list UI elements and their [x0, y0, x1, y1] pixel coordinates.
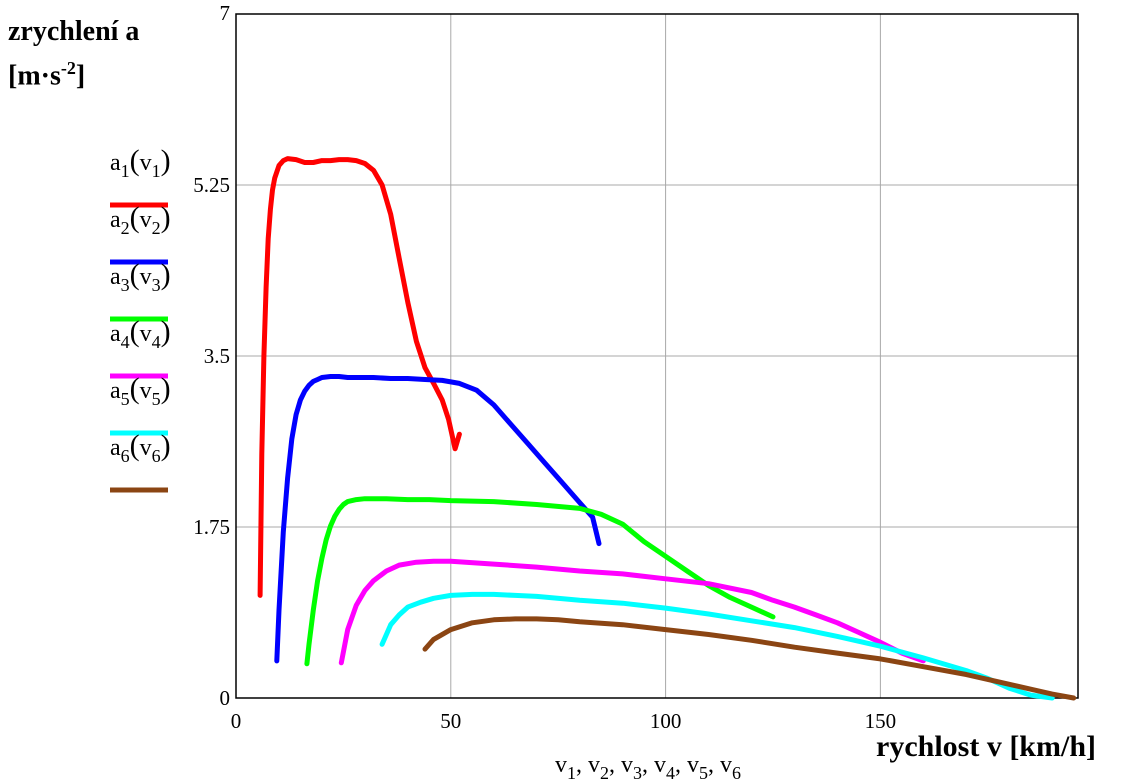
legend-label-4: a4(v4)	[110, 315, 171, 352]
x-tick-label-2: 100	[650, 709, 682, 733]
y-tick-label-3: 5.25	[193, 173, 230, 197]
legend-label-2: a2(v2)	[110, 201, 171, 238]
y-axis-title: zrychlení a [m·s-2]	[8, 14, 139, 94]
legend-label-6: a6(v6)	[110, 429, 171, 466]
series-line-6	[422, 616, 1077, 701]
y-tick-label-2: 3.5	[204, 344, 230, 368]
y-axis-title-line1: zrychlení a	[8, 16, 140, 47]
series-line-2	[274, 374, 602, 664]
legend-label-1: a1(v1)	[110, 144, 171, 181]
x-tick-label-1: 50	[440, 709, 461, 733]
y-axis-unit: [m·s	[8, 60, 61, 92]
x-axis-expression: v1, v2, v3, v4, v5, v6	[555, 752, 741, 783]
x-tick-label-3: 150	[865, 709, 897, 733]
series-line-1	[257, 156, 462, 598]
x-axis-title: rychlost v [km/h]	[876, 730, 1096, 763]
series-line-3	[304, 496, 776, 667]
series-line-4	[338, 558, 926, 666]
legend-label-5: a5(v5)	[110, 372, 171, 409]
y-axis-unit-exponent: -2	[60, 58, 76, 78]
y-axis-title-line2: [m·s-2]	[8, 50, 139, 94]
y-tick-label-4: 7	[220, 1, 231, 25]
series-line-5	[379, 591, 1055, 701]
y-tick-label-0: 0	[220, 686, 231, 710]
y-tick-label-1: 1.75	[193, 515, 230, 539]
y-axis-unit-close: ]	[75, 60, 86, 92]
plot-frame	[235, 13, 1079, 699]
legend-label-3: a3(v3)	[110, 258, 171, 295]
x-tick-label-0: 0	[231, 709, 242, 733]
